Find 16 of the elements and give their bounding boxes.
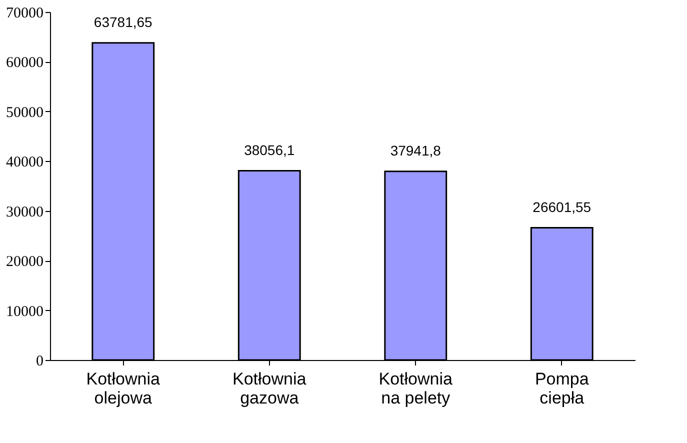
x-tick-label: Pompa ciepła [534, 370, 590, 408]
y-tick-label: 40000 [6, 154, 44, 171]
data-label: 63781,65 [94, 14, 153, 30]
y-tick-label: 50000 [6, 104, 44, 121]
y-tick-label: 20000 [6, 254, 44, 270]
data-label: 38056,1 [244, 142, 295, 158]
y-tick-label: 60000 [6, 55, 44, 72]
x-tick-label: Kotłownia olejowa [86, 370, 161, 408]
y-tick-label: 70000 [6, 6, 44, 22]
x-tick-label: Kotłownia na pelety [378, 370, 454, 408]
data-label: 26601,55 [532, 198, 592, 215]
data-label: 37941,8 [390, 142, 442, 158]
x-tick-label: Kotłownia gazowa [232, 370, 307, 408]
y-tick-label: 10000 [6, 304, 44, 320]
y-tick-label: 30000 [6, 204, 44, 220]
y-tick-label: 0 [36, 354, 44, 370]
